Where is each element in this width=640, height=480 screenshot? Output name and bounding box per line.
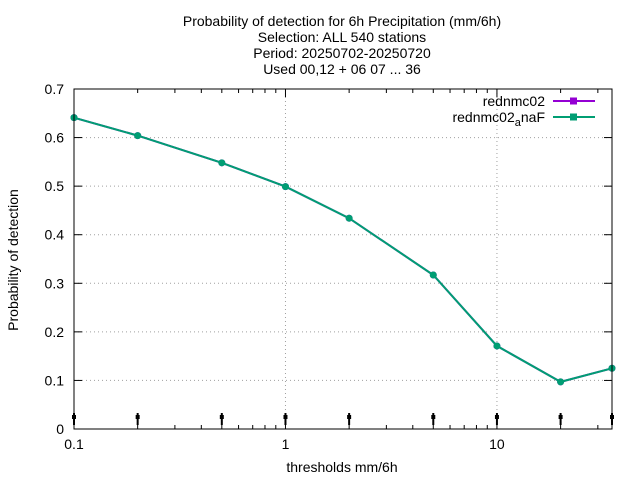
threshold-marker-dot-5 [431, 415, 436, 419]
title-line-3: Period: 20250702-20250720 [253, 45, 431, 61]
y-tick-label-7: 0.7 [45, 81, 65, 97]
legend-label-2-main: rednmc02 [452, 109, 514, 125]
legend-label-2: rednmc02anaF [452, 109, 545, 129]
chart-title: Probability of detection for 6h Precipit… [183, 13, 501, 77]
legend-marker-1 [570, 97, 577, 105]
y-tick-label-4: 0.4 [45, 227, 65, 243]
series-line-2 [73, 116, 613, 383]
series [70, 114, 616, 386]
title-line-4: Used 00,12 + 06 07 ... 36 [263, 61, 421, 77]
y-tick-label-5: 0.5 [45, 178, 65, 194]
series-2-point-2 [218, 159, 226, 167]
series-2-point-7 [557, 378, 565, 386]
series-2-point-3 [281, 183, 289, 191]
legend-entry-1: rednmc02 [483, 93, 595, 109]
legend-label-2-suffix: naF [521, 109, 545, 125]
series-2-point-4 [345, 214, 353, 222]
threshold-marker-dot-2 [219, 415, 224, 419]
threshold-marker-dot-3 [283, 415, 288, 419]
threshold-marker-dot-7 [558, 415, 563, 419]
y-tick-label-0: 0 [56, 421, 64, 437]
legend-entry-2: rednmc02anaF [452, 109, 595, 129]
x-tick-label-0: 0.1 [64, 436, 84, 452]
y-tick-label-3: 0.3 [45, 275, 65, 291]
title-line-1: Probability of detection for 6h Precipit… [183, 13, 501, 29]
legend-label-2-subscript: a [515, 117, 522, 129]
threshold-marker-dot-1 [135, 415, 140, 419]
grid [74, 89, 612, 429]
series-line-1 [73, 116, 613, 383]
series-2-point-6 [493, 342, 501, 350]
title-line-2: Selection: ALL 540 stations [258, 29, 426, 45]
x-tick-label-1: 1 [282, 436, 290, 452]
threshold-marker-dot-6 [494, 415, 499, 419]
y-tick-label-6: 0.6 [45, 130, 65, 146]
bottom-markers [72, 413, 614, 425]
x-axis-label: thresholds mm/6h [286, 459, 397, 475]
plot-frame [73, 88, 613, 430]
legend-marker-2 [570, 113, 577, 121]
y-tick-label-2: 0.2 [45, 324, 65, 340]
x-tick-label-2: 10 [489, 436, 505, 452]
legend: rednmc02 rednmc02anaF [452, 93, 595, 129]
axis-ticks [73, 88, 612, 430]
threshold-marker-dot-4 [347, 415, 352, 419]
tick-labels: 00.10.20.30.40.50.60.70.1 1 10 [45, 81, 505, 452]
y-axis-label: Probability of detection [5, 189, 21, 331]
y-tick-label-1: 0.1 [45, 372, 65, 388]
legend-label-1: rednmc02 [483, 93, 545, 109]
series-2-point-1 [134, 132, 142, 140]
series-2-point-5 [429, 271, 437, 279]
